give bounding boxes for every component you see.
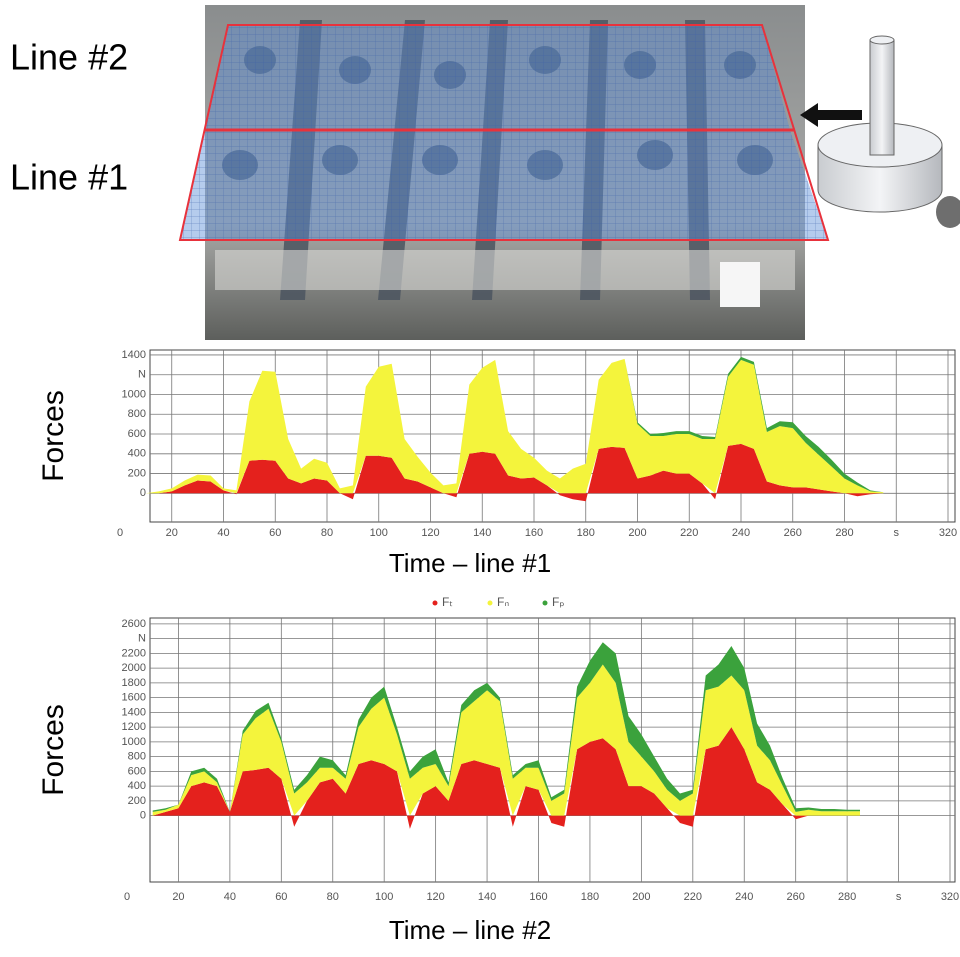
x-tick-label: 80 — [327, 891, 339, 903]
y-tick-label: 600 — [128, 428, 146, 440]
x-tick-label: 320 — [939, 527, 957, 539]
y-tick-label: 200 — [128, 795, 146, 807]
x-tick-label: 20 — [172, 891, 184, 903]
y-tick-label: 0 — [140, 487, 146, 499]
x-tick-label: 180 — [577, 527, 595, 539]
y-tick-label: 1000 — [122, 736, 146, 748]
x-tick-label: 40 — [224, 891, 236, 903]
x-axis-title: Time – line #2 — [389, 915, 551, 945]
x-tick-label: 140 — [478, 891, 496, 903]
line-label: Line #1 — [10, 157, 128, 198]
legend-marker — [432, 600, 438, 606]
x-tick-label: 120 — [426, 891, 444, 903]
x-tick-label: 140 — [473, 527, 491, 539]
x-tick-label: 40 — [217, 527, 229, 539]
y-tick-label: 1400 — [122, 706, 146, 718]
x-tick-label: 240 — [732, 527, 750, 539]
y-tick-label: N — [138, 633, 146, 645]
x-tick-label: 280 — [838, 891, 856, 903]
x-tick-label: 200 — [632, 891, 650, 903]
x-tick-label: 200 — [628, 527, 646, 539]
y-axis-title: Forces — [37, 704, 70, 796]
y-tick-label: 400 — [128, 448, 146, 460]
y-tick-label: N — [138, 369, 146, 381]
legend-label: Fₜ — [442, 595, 453, 609]
area — [152, 727, 860, 829]
y-tick-label: 600 — [128, 765, 146, 777]
line-label: Line #2 — [10, 37, 128, 78]
x-axis-title: Time – line #1 — [389, 548, 551, 578]
x-tick-label: 260 — [787, 891, 805, 903]
x-tick-label: 180 — [581, 891, 599, 903]
area — [152, 664, 860, 816]
x-tick-label: 220 — [684, 891, 702, 903]
y-tick-label: 800 — [128, 408, 146, 420]
x-tick-label: 80 — [321, 527, 333, 539]
x-tick-label: 0 — [117, 527, 123, 539]
x-tick-label: 160 — [529, 891, 547, 903]
x-tick-label: 280 — [835, 527, 853, 539]
x-tick-label: 100 — [375, 891, 393, 903]
y-tick-label: 1600 — [122, 692, 146, 704]
y-tick-label: 2200 — [122, 647, 146, 659]
x-tick-label: 20 — [166, 527, 178, 539]
legend-label: Fₚ — [552, 595, 564, 609]
x-tick-label: 60 — [269, 527, 281, 539]
x-tick-label: s — [896, 891, 902, 903]
areas — [145, 356, 884, 502]
y-tick-label: 800 — [128, 751, 146, 763]
x-tick-label: 120 — [421, 527, 439, 539]
y-tick-label: 0 — [140, 810, 146, 822]
x-tick-label: 0 — [124, 891, 130, 903]
area — [145, 358, 884, 494]
areas — [152, 642, 860, 829]
x-tick-label: 60 — [275, 891, 287, 903]
y-tick-label: 1800 — [122, 677, 146, 689]
y-tick-label: 2600 — [122, 618, 146, 630]
x-tick-label: 320 — [941, 891, 959, 903]
y-tick-label: 1200 — [122, 721, 146, 733]
legend-marker — [487, 600, 493, 606]
y-tick-label: 200 — [128, 467, 146, 479]
x-tick-label: 220 — [680, 527, 698, 539]
x-tick-label: s — [894, 527, 900, 539]
legend-marker — [542, 600, 548, 606]
legend-label: Fₙ — [497, 595, 509, 609]
y-tick-label: 400 — [128, 780, 146, 792]
device — [800, 35, 960, 228]
x-tick-label: 100 — [370, 527, 388, 539]
x-tick-label: 260 — [784, 527, 802, 539]
x-tick-label: 240 — [735, 891, 753, 903]
y-tick-label: 1000 — [122, 388, 146, 400]
area — [152, 642, 860, 812]
y-tick-label: 1400 — [122, 349, 146, 361]
y-tick-label: 2000 — [122, 662, 146, 674]
y-axis-title: Forces — [37, 390, 70, 482]
area — [145, 443, 884, 502]
x-tick-label: 160 — [525, 527, 543, 539]
photo — [178, 5, 830, 340]
